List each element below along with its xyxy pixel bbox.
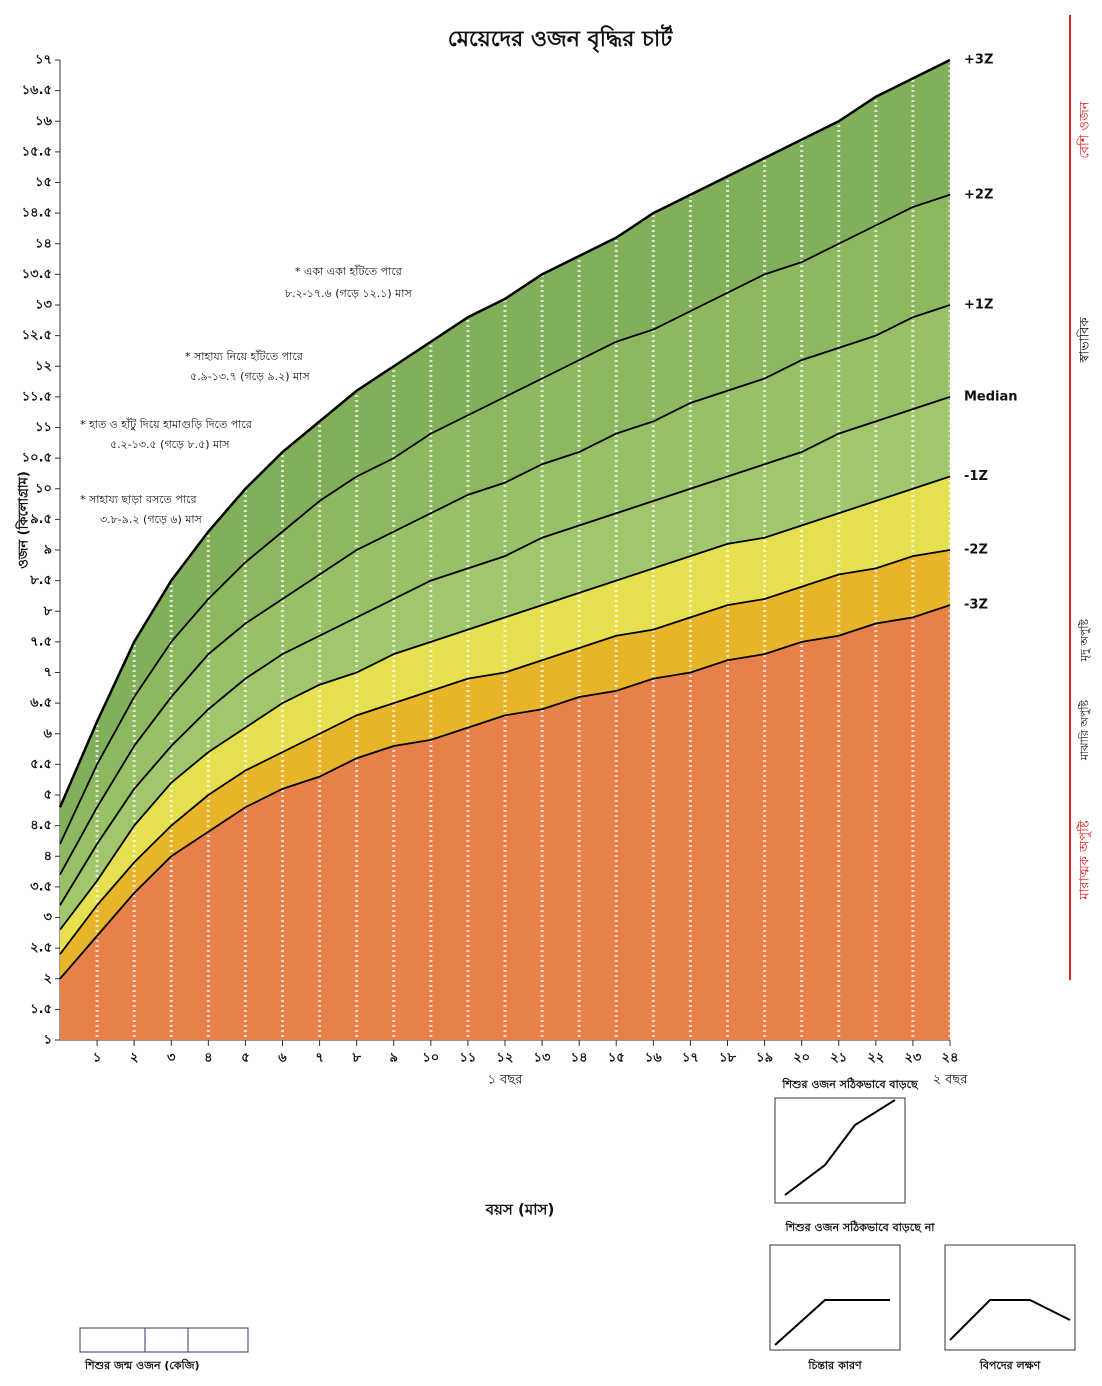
series-label: -2Z	[964, 543, 988, 558]
x-axis-label: বয়স (মাস)	[485, 1201, 555, 1219]
milestone-range: ৮.২-১৭.৬ (গড়ে ১২.১) মাস	[285, 287, 412, 300]
zone-label: স্বাভাবিক	[1077, 317, 1093, 364]
x-tick-label: ৭	[315, 1051, 323, 1066]
x-tick-label: ৮	[351, 1051, 361, 1066]
x-tick-label: ২১	[830, 1051, 847, 1066]
x-tick-label: ৪	[204, 1051, 212, 1066]
x-tick-label: ১৬	[645, 1051, 662, 1066]
zone-label: মৃদু অপুষ্টি	[1078, 619, 1091, 663]
x-tick-label: ১৭	[682, 1051, 699, 1066]
y-tick-label: ৫.৫	[30, 757, 52, 772]
zone-label: মাঝারি অপুষ্টি	[1078, 699, 1091, 761]
y-tick-label: ১৪.৫	[22, 206, 52, 221]
y-tick-label: ৮.৫	[29, 573, 52, 588]
y-tick-label: ১৫.৫	[22, 144, 52, 159]
y-tick-label: ১৭	[35, 53, 52, 68]
series-label: +2Z	[964, 187, 993, 202]
y-axis-label: ওজন (কিলোগ্রাম)	[15, 471, 32, 569]
series-label: Median	[964, 389, 1018, 404]
y-tick-label: ১৬.৫	[22, 83, 52, 98]
chart: মেয়েদের ওজন বৃদ্ধির চার্ট ওজন (কিলোগ্রা…	[0, 0, 1102, 1382]
x-tick-label: ১	[93, 1051, 101, 1066]
series-label: +3Z	[964, 53, 993, 68]
inset-frame	[770, 1245, 900, 1350]
y-tick-label: ১১	[35, 420, 52, 435]
inset-title: শিশুর ওজন সঠিকভাবে বাড়ছে না	[785, 1220, 936, 1234]
x-tick-label: ৩	[167, 1051, 176, 1066]
x-tick-label: ৫	[241, 1051, 249, 1066]
y-tick-label: ৬.৫	[30, 696, 52, 711]
y-tick-label: ১৬	[35, 114, 52, 129]
x-tick-label: ১১	[459, 1051, 476, 1066]
year-label: ১ বছর	[488, 1073, 524, 1088]
y-tick-label: ১৪	[35, 236, 52, 251]
y-tick-label: ১	[44, 1033, 52, 1048]
y-tick-label: ৫	[44, 788, 52, 803]
x-tick-label: ১০	[422, 1051, 439, 1066]
x-tick-label: ৯	[390, 1051, 398, 1066]
zone-labels: বেশি ওজন স্বাভাবিক মৃদু অপুষ্টি মাঝারি অ…	[1070, 15, 1093, 980]
series-label: +1Z	[964, 298, 993, 313]
inset-frame	[945, 1245, 1075, 1350]
y-tick-label: ১২	[35, 359, 52, 374]
x-tick-label: ২৩	[904, 1051, 921, 1066]
year-label: ২ বছর	[933, 1073, 969, 1088]
series-label: -1Z	[964, 469, 988, 484]
inset-caption: চিন্তার কারণ	[807, 1358, 863, 1372]
x-tick-label: ২০	[793, 1051, 810, 1066]
y-tick-label: ৯	[44, 543, 52, 558]
x-tick-label: ৬	[278, 1051, 287, 1066]
y-tick-label: ৩.৫	[30, 879, 52, 894]
x-tick-label: ২৪	[942, 1051, 959, 1066]
y-tick-label: ১৫	[35, 175, 52, 190]
x-tick-label: ১৪	[571, 1051, 588, 1066]
y-tick-label: ২.৫	[30, 941, 52, 956]
y-tick-label: ৭	[44, 665, 52, 680]
y-tick-label: ৪	[44, 849, 52, 864]
milestone: * সাহায্য নিয়ে হাঁটতে পারে	[185, 349, 304, 363]
y-tick-label: ২	[44, 971, 52, 986]
y-tick-label: ১৩	[35, 298, 52, 313]
y-tick-label: ৬	[44, 726, 53, 741]
y-tick-label: ১০	[35, 481, 52, 496]
x-tick-label: ১২	[497, 1051, 514, 1066]
birth-weight-label: শিশুর জন্ম ওজন (কেজি)	[84, 1358, 200, 1372]
x-tick-label: ১৩	[534, 1051, 551, 1066]
milestone-range: ৫.২-১৩.৫ (গড়ে ৮.৫) মাস	[110, 438, 230, 451]
x-tick-label: ১৫	[608, 1051, 625, 1066]
y-tick-label: ৭.৫	[30, 634, 52, 649]
birth-weight-field	[80, 1328, 248, 1352]
y-tick-label: ১৩.৫	[22, 267, 52, 282]
x-tick-label: ২২	[867, 1051, 884, 1066]
plot	[60, 60, 950, 1040]
zone-label: মারাত্মক অপুষ্টি	[1077, 820, 1093, 900]
milestone-range: ৫.৯-১৩.৭ (গড়ে ৯.২) মাস	[190, 370, 310, 383]
y-tick-label: ১১.৫	[22, 389, 52, 404]
x-tick-label: ১৯	[756, 1051, 773, 1066]
x-tick-label: ২	[130, 1051, 138, 1066]
y-tick-label: ১.৫	[30, 1002, 52, 1017]
inset-title: শিশুর ওজন সঠিকভাবে বাড়ছে	[781, 1077, 919, 1091]
milestone: * হাত ও হাঁটু দিয়ে হামাগুড়ি দিতে পারে	[80, 417, 253, 431]
x-tick-label: ১৮	[719, 1051, 736, 1066]
insets: শিশুর ওজন সঠিকভাবে বাড়ছে শিশুর ওজন সঠিক…	[770, 1077, 1075, 1372]
zone-label: বেশি ওজন	[1077, 101, 1093, 158]
y-tick-label: ৯.৫	[30, 512, 52, 527]
milestone: * সাহায্য ছাড়া বসতে পারে	[80, 493, 197, 506]
y-tick-label: ৮	[43, 604, 53, 619]
y-tick-label: ১২.৫	[22, 328, 52, 343]
chart-title: মেয়েদের ওজন বৃদ্ধির চার্ট	[448, 24, 673, 53]
milestone: * একা একা হাঁটতে পারে	[295, 264, 403, 278]
y-tick-label: ১০.৫	[22, 451, 52, 466]
y-tick-label: ৪.৫	[30, 818, 52, 833]
milestone-range: ৩.৮-৯.২ (গড়ে ৬) মাস	[100, 513, 203, 526]
y-tick-label: ৩	[44, 910, 53, 925]
birth-weight-box: শিশুর জন্ম ওজন (কেজি)	[80, 1328, 248, 1372]
series-label: -3Z	[964, 598, 988, 613]
inset-caption: বিপদের লক্ষণ	[979, 1358, 1042, 1372]
